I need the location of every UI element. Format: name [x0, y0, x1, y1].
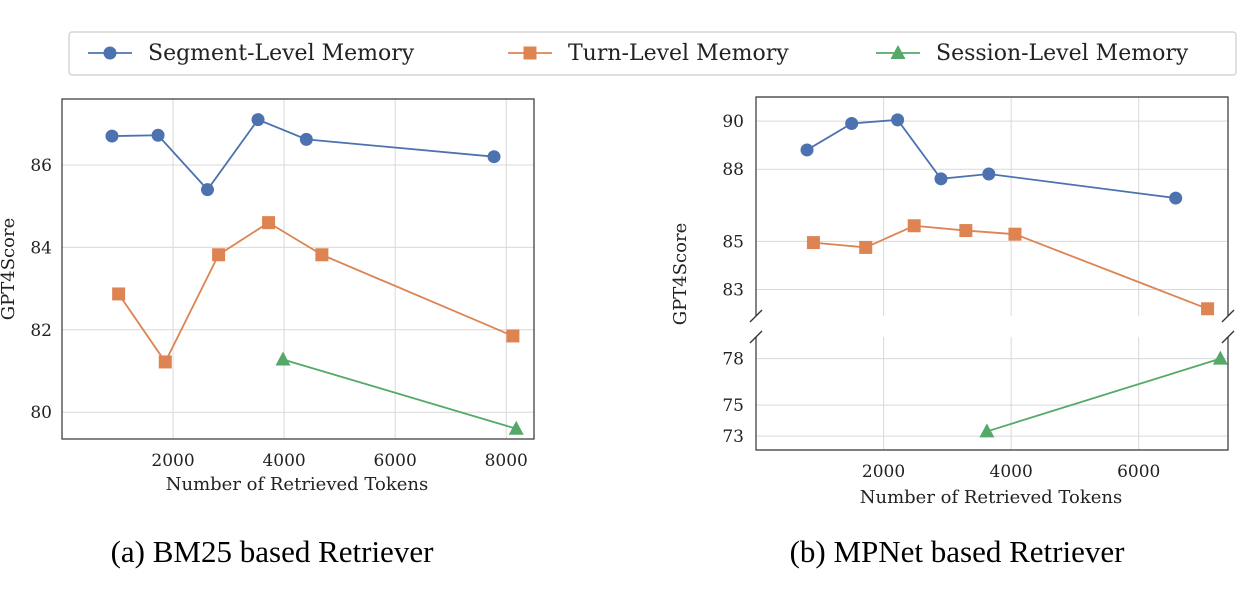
y-tick-label: 86 [30, 156, 52, 176]
data-point [487, 150, 501, 164]
x-tick-label: 4000 [990, 462, 1033, 482]
data-point [212, 248, 226, 262]
legend: Segment-Level Memory Turn-Level Memory Ses… [68, 31, 1237, 76]
data-point [1212, 350, 1228, 365]
data-point [315, 248, 329, 262]
axis-break-mark [1221, 309, 1235, 323]
series-line [813, 224, 1208, 310]
data-point [1201, 302, 1215, 316]
chart-a-caption: (a) BM25 based Retriever [111, 534, 434, 569]
data-point [806, 236, 820, 250]
data-point [845, 116, 859, 130]
x-tick-label: 6000 [1117, 462, 1160, 482]
data-point [959, 224, 973, 238]
legend-marker-triangle [890, 45, 906, 59]
data-point [262, 216, 276, 230]
data-point [1169, 191, 1183, 205]
data-point [112, 287, 126, 301]
x-tick-label: 2000 [151, 451, 194, 471]
data-point [891, 113, 905, 127]
legend-label: Segment-Level Memory [148, 41, 415, 66]
y-tick-label: 78 [722, 350, 744, 370]
data-point [158, 355, 172, 369]
legend-box [68, 31, 1237, 76]
x-tick-label: 8000 [485, 451, 528, 471]
data-point [907, 219, 921, 233]
chart-mpnet: 83 85 88 90 73 75 78 2000 4000 6000 Number of Ret… [670, 96, 1235, 569]
y-tick-label: 88 [722, 160, 744, 180]
legend-label: Session-Level Memory [936, 41, 1189, 66]
data-point [1008, 227, 1022, 241]
chart-b-frame-upper [755, 96, 1229, 316]
data-point [982, 167, 996, 181]
axis-break-mark [749, 330, 763, 344]
data-point [979, 423, 995, 438]
data-point [105, 129, 119, 143]
y-tick-label: 84 [30, 238, 52, 258]
series-line [986, 357, 1221, 433]
series-line [117, 221, 514, 364]
data-point [934, 172, 948, 186]
data-point [508, 420, 524, 435]
chart-b-frame-lower [755, 337, 1229, 451]
chart-bm25: 2000 4000 6000 8000 80 82 84 86 Number of Retri… [0, 98, 535, 569]
x-tick-label: 6000 [374, 451, 417, 471]
axis-break-mark [749, 309, 763, 323]
x-tick-label: 4000 [262, 451, 305, 471]
data-point [251, 113, 265, 127]
data-point [275, 351, 291, 366]
legend-marker-square [523, 46, 537, 60]
y-tick-label: 85 [722, 232, 744, 252]
data-point [506, 329, 520, 343]
series-line [111, 118, 495, 192]
legend-marker-circle [103, 46, 117, 60]
data-point [800, 143, 814, 157]
y-tick-label: 75 [722, 396, 744, 416]
data-point [200, 183, 214, 197]
y-tick-label: 90 [722, 112, 744, 132]
chart-b-caption: (b) MPNet based Retriever [790, 534, 1126, 569]
chart-b-ylabel: GPT4Score [670, 223, 691, 325]
y-tick-label: 80 [30, 403, 52, 423]
data-point [859, 240, 873, 254]
y-tick-label: 83 [722, 281, 744, 301]
chart-a-xlabel: Number of Retrieved Tokens [166, 474, 429, 495]
axis-break-mark [1221, 330, 1235, 344]
y-tick-label: 82 [30, 321, 52, 341]
y-tick-label: 73 [722, 427, 744, 447]
chart-a-ylabel: GPT4Score [0, 218, 19, 320]
data-point [151, 128, 165, 142]
legend-label: Turn-Level Memory [568, 41, 789, 66]
data-point [299, 132, 313, 146]
series-line [282, 358, 517, 430]
chart-b-xlabel: Number of Retrieved Tokens [860, 487, 1123, 508]
x-tick-label: 2000 [862, 462, 905, 482]
chart-a-frame [61, 98, 535, 440]
series-line [806, 118, 1176, 199]
